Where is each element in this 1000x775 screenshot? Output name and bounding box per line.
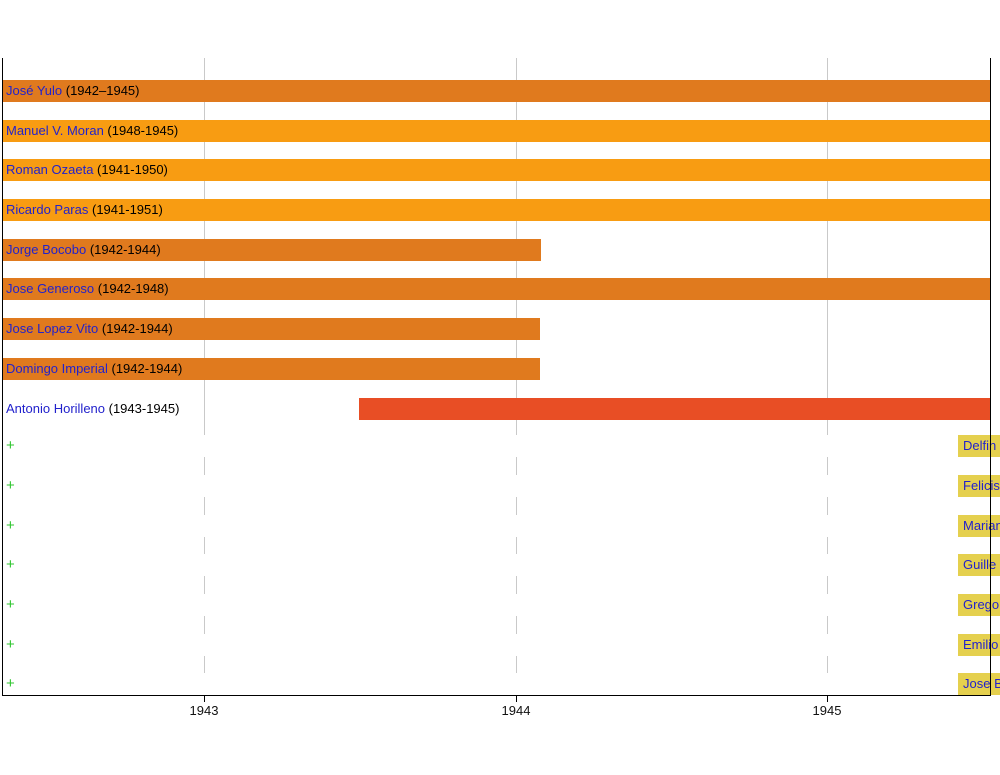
term-label: Jose Generoso (1942-1948): [6, 278, 169, 300]
term-bar: [3, 159, 990, 181]
term-bar: [3, 239, 541, 261]
pending-name-link[interactable]: Felicis: [963, 478, 1000, 493]
justice-name-link[interactable]: Jose Generoso: [6, 281, 95, 296]
pending-name-link[interactable]: Jose B: [963, 676, 1000, 691]
term-label: Antonio Horilleno (1943-1945): [6, 398, 179, 420]
pending-term-bar: Guille: [958, 554, 1000, 576]
pending-name-link[interactable]: Guille: [963, 557, 997, 572]
justice-name-link[interactable]: José Yulo: [6, 83, 63, 98]
term-dates-label: (1941-1950): [93, 162, 168, 177]
pending-name-link[interactable]: Marian: [963, 518, 1000, 533]
term-label: Jose Lopez Vito (1942-1944): [6, 318, 173, 340]
pending-term-bar: Jose B: [958, 673, 1000, 695]
pending-name-link[interactable]: Delfin: [963, 438, 997, 453]
justice-name-link[interactable]: Ricardo Paras: [6, 202, 89, 217]
term-dates-label: (1948-1945): [103, 123, 179, 138]
justice-name-link[interactable]: Roman Ozaeta: [6, 162, 94, 177]
term-bar: [3, 80, 990, 102]
term-dates-label: (1942-1944): [107, 361, 183, 376]
expand-plus-link[interactable]: +: [6, 596, 15, 613]
term-dates-label: (1943-1945): [105, 401, 180, 416]
empty-row-bar-background: [3, 673, 990, 695]
expand-plus-link[interactable]: +: [6, 437, 15, 454]
axis-year-label: 1943: [189, 703, 219, 718]
expand-plus-link[interactable]: +: [6, 477, 15, 494]
term-dates-label: (1942-1944): [98, 321, 173, 336]
term-bar: [3, 199, 990, 221]
term-bar: [3, 278, 990, 300]
term-bar: [3, 318, 540, 340]
justice-name-link[interactable]: Manuel V. Moran: [6, 123, 104, 138]
empty-row-bar-background: [3, 475, 990, 497]
empty-row-bar-background: [3, 515, 990, 537]
axis-year-label: 1945: [812, 703, 842, 718]
chart-border-bottom: [2, 695, 991, 696]
term-label: José Yulo (1942–1945): [6, 80, 139, 102]
pending-term-bar: Emilio: [958, 634, 1000, 656]
empty-row-bar-background: [3, 634, 990, 656]
pending-name-link[interactable]: Emilio: [963, 637, 999, 652]
justice-name-link[interactable]: Antonio Horilleno: [6, 401, 106, 416]
term-label: Ricardo Paras (1941-1951): [6, 199, 163, 221]
expand-plus-link[interactable]: +: [6, 517, 15, 534]
chart-border-right: [990, 58, 991, 695]
pending-term-bar: Delfin: [958, 435, 1000, 457]
term-dates-label: (1942-1948): [94, 281, 169, 296]
pending-term-bar: Grego: [958, 594, 1000, 616]
justice-name-link[interactable]: Domingo Imperial: [6, 361, 108, 376]
axis-year-label: 1944: [501, 703, 531, 718]
term-label: Roman Ozaeta (1941-1950): [6, 159, 168, 181]
term-dates-label: (1942-1944): [86, 242, 161, 257]
empty-row-bar-background: [3, 435, 990, 457]
chart-border-left: [2, 58, 3, 695]
expand-plus-link[interactable]: +: [6, 636, 15, 653]
term-bar: [359, 398, 990, 420]
term-bar: [3, 120, 990, 142]
term-label: Domingo Imperial (1942-1944): [6, 358, 182, 380]
empty-row-bar-background: [3, 554, 990, 576]
axis-tick: [827, 695, 828, 702]
term-label: Manuel V. Moran (1948-1945): [6, 120, 178, 142]
expand-plus-link[interactable]: +: [6, 556, 15, 573]
term-dates-label: (1942–1945): [62, 83, 140, 98]
axis-tick: [204, 695, 205, 702]
year-gridline: [827, 58, 828, 695]
justice-name-link[interactable]: Jorge Bocobo: [6, 242, 87, 257]
pending-name-link[interactable]: Grego: [963, 597, 1000, 612]
empty-row-bar-background: [3, 594, 990, 616]
term-label: Jorge Bocobo (1942-1944): [6, 239, 161, 261]
expand-plus-link[interactable]: +: [6, 675, 15, 692]
pending-term-bar: Marian: [958, 515, 1000, 537]
term-bar: [3, 358, 540, 380]
justice-name-link[interactable]: Jose Lopez Vito: [6, 321, 99, 336]
term-dates-label: (1941-1951): [88, 202, 163, 217]
pending-term-bar: Felicis: [958, 475, 1000, 497]
axis-tick: [516, 695, 517, 702]
